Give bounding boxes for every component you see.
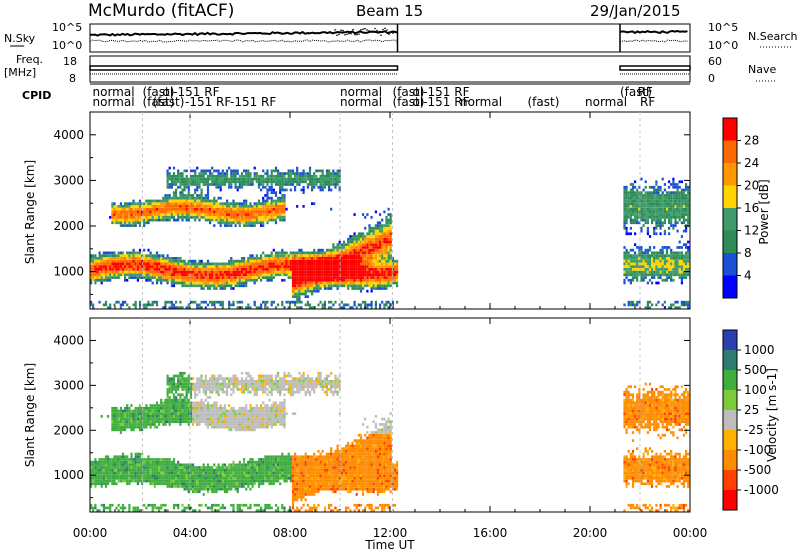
power-colorbar-tick-2: 20 [744,179,759,193]
velocity-ytick-3000: 3000 [53,378,84,392]
power-data [90,166,690,309]
cpid-row2-item-5: normal [340,95,382,109]
noise-search-label: N.Search [748,30,798,43]
power-colorbar-tick-0: 28 [744,134,759,148]
freq-tick-bottom: 8 [69,72,76,85]
noise-tick-bottom-right: 10^0 [708,39,738,52]
power-panel: 1000 2000 3000 4000 Slant Range [km] [23,111,691,310]
cpid-row2-item-8: normal [460,95,502,109]
power-ytick-3000: 3000 [53,173,84,187]
cpid-row2-item-3: -151 RF [185,95,231,109]
velocity-colorbar: 1000 500 100 25 -25 -100 -500 -1000 Velocity [m… [722,329,779,511]
cpid-row2-item-6: (fast) [393,95,425,109]
cpid-row1-item-5: ol-151 RF [413,85,470,99]
power-ytick-4000: 4000 [53,128,84,142]
velocity-colorbar-tick-3: 25 [744,403,759,417]
cpid-row1-item-2: ol-151 RF [163,85,220,99]
power-colorbar-tick-4: 12 [744,224,759,238]
velocity-colorbar-tick-0: 1000 [744,343,775,357]
cpid-row1-item-3: normal [340,85,382,99]
cpid-row-2: normal (fast)(fast) -151 RF-151 RF normal (f… [93,95,656,109]
velocity-colorbar-tick-6: -500 [744,463,771,477]
freq-traces [89,65,691,75]
nave-tick-top: 60 [708,55,722,68]
x-tick-6: 00:00 [673,526,708,540]
power-ytick-1000: 1000 [53,265,84,279]
velocity-colorbar-tick-5: -100 [744,443,771,457]
velocity-y-axis: 1000 2000 3000 4000 [53,333,690,499]
beam-label: Beam 15 [356,2,423,20]
cpid-row1-item-1: (fast) [143,85,175,99]
x-tick-3: 12:00 [373,526,408,540]
cpid-row2-item-4: -151 RF [230,95,276,109]
power-colorbar: 28 24 20 16 12 8 4 Power [dB] [722,117,771,299]
power-ylabel: Slant Range [km] [23,160,37,264]
x-tick-0: 00:00 [73,526,108,540]
velocity-data [90,371,690,512]
velocity-panel: 1000 2000 3000 4000 Slant Range [km] [23,317,691,513]
velocity-ytick-4000: 4000 [53,333,84,347]
velocity-ytick-2000: 2000 [53,423,84,437]
freq-label-1: Freq. [16,53,43,66]
power-colorbar-tick-6: 4 [744,269,752,283]
cpid-label: CPID [22,89,51,102]
x-tick-2: 08:00 [273,526,308,540]
cpid-row2-item-0: normal [93,95,135,109]
power-colorbar-tick-3: 16 [744,201,759,215]
cpid-row2-item-2: (fast) [153,95,185,109]
cpid-row1-item-7: RF [638,85,653,99]
cpid-row2-item-1: (fast) [143,95,175,109]
cpid-row2-item-9: (fast) [528,95,560,109]
power-colorbar-label: Power [dB] [757,179,771,244]
cpid-row2-item-11: RF [640,95,655,109]
cpid-row1-item-6: (fast) [620,85,652,99]
power-ytick-2000: 2000 [53,219,84,233]
freq-label-2: [MHz] [4,66,36,79]
nave-tick-bottom: 0 [708,72,715,85]
power-y-axis: 1000 2000 3000 4000 [53,128,690,295]
power-colorbar-tick-5: 8 [744,246,752,260]
cpid-row-1: normal (fast)ol-151 RF normal (fast)ol-151 … [93,85,653,99]
noise-traces [89,24,688,52]
noise-tick-top: 10^5 [52,21,82,34]
nave-label: Nave [748,63,776,76]
velocity-ytick-1000: 1000 [53,468,84,482]
cpid-strip: CPID normal (fast)ol-151 RF normal (fast)ol… [22,83,690,109]
cpid-row1-item-4: (fast) [393,85,425,99]
x-tick-4: 16:00 [473,526,508,540]
cpid-row2-item-10: normal [585,95,627,109]
velocity-colorbar-tick-1: 500 [744,363,767,377]
noise-panel: N.Sky 10^5 10^0 10^5 10^0 N.Search [4,21,798,53]
cpid-row2-item-7: ol-151 RF [413,95,470,109]
velocity-colorbar-tick-2: 100 [744,383,767,397]
velocity-colorbar-tick-7: -1000 [744,483,779,497]
date-label: 29/Jan/2015 [590,2,681,20]
station-title: McMurdo (fitACF) [88,1,234,21]
freq-panel: Freq. [MHz] 18 8 60 0 Nave [4,53,776,85]
freq-tick-top: 18 [63,55,77,68]
x-axis-label: Time UT [364,538,415,552]
velocity-ylabel: Slant Range [km] [23,363,37,467]
power-colorbar-tick-1: 24 [744,156,759,170]
x-tick-5: 20:00 [573,526,608,540]
noise-sky-label: N.Sky [4,32,36,45]
noise-tick-bottom: 10^0 [52,39,82,52]
velocity-colorbar-label: Velocity [m s-1] [765,368,779,462]
noise-tick-top-right: 10^5 [708,21,738,34]
x-tick-1: 04:00 [173,526,208,540]
velocity-colorbar-tick-4: -25 [744,423,764,437]
time-axis: 00:00 04:00 08:00 12:00 16:00 20:00 00:00 [73,112,708,540]
cpid-row1-item-0: normal [93,85,135,99]
